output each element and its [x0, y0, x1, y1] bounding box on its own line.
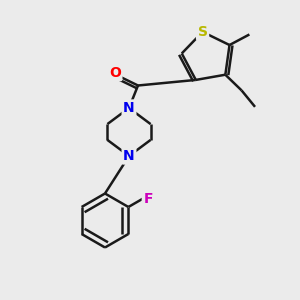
Text: F: F — [143, 192, 153, 206]
Text: N: N — [123, 149, 135, 163]
Text: O: O — [109, 66, 121, 80]
Text: S: S — [198, 25, 208, 39]
Text: N: N — [123, 101, 135, 115]
